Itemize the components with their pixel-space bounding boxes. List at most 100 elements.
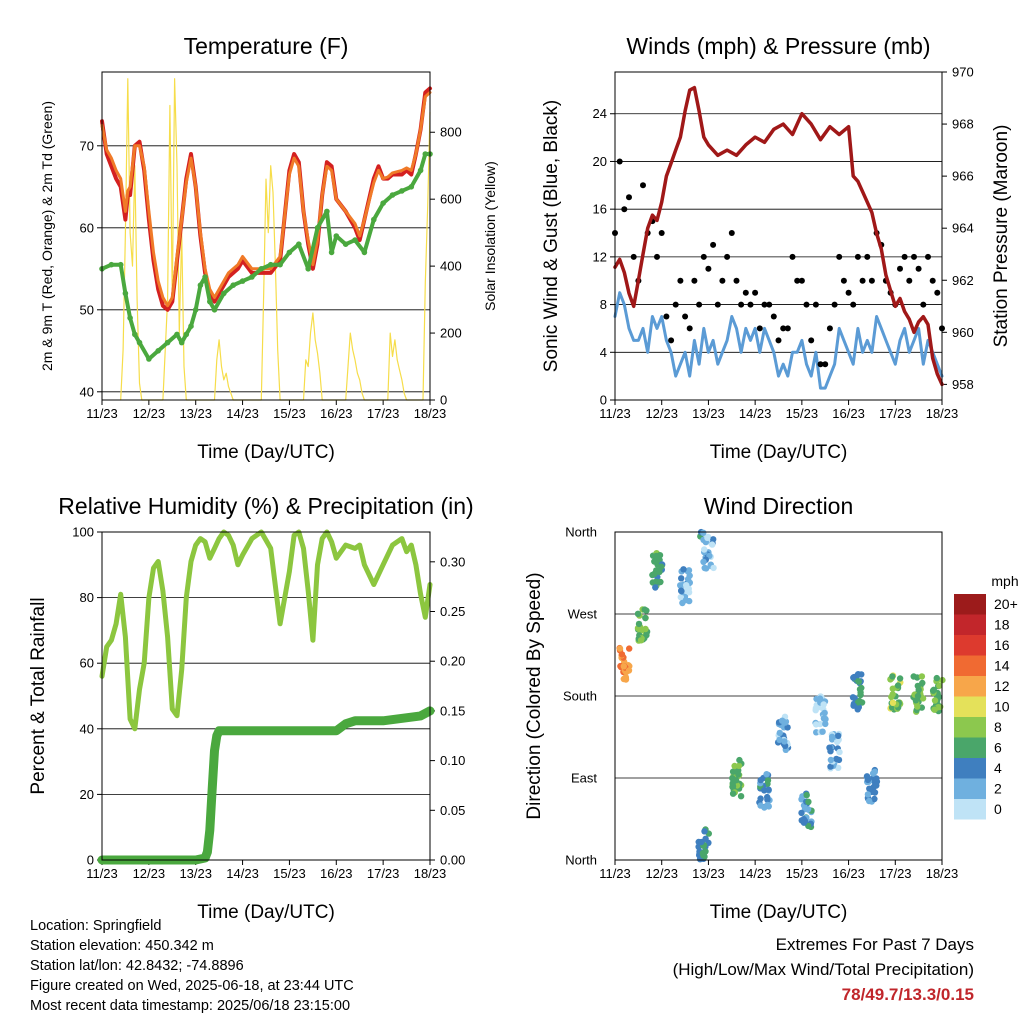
direction-point — [833, 755, 840, 763]
direction-point — [701, 546, 708, 553]
gust-point — [934, 289, 941, 296]
direction-point — [704, 534, 711, 541]
y-axis-label: Percent & Total Rainfall — [28, 597, 49, 794]
direction-point — [683, 582, 690, 589]
y-tick-label: 50 — [80, 302, 94, 317]
gust-point — [700, 253, 707, 260]
direction-point — [637, 627, 644, 634]
direction-label: West — [568, 607, 598, 622]
gust-point — [789, 253, 796, 260]
gust-point — [911, 253, 917, 260]
x-tick-label: 18/23 — [414, 866, 447, 881]
gust-point — [672, 301, 679, 308]
gust-point — [658, 230, 665, 236]
gust-point — [812, 301, 819, 308]
direction-point — [656, 568, 663, 576]
gust-point — [677, 277, 684, 284]
td-point — [207, 298, 213, 305]
chart-title: Relative Humidity (%) & Precipitation (i… — [58, 493, 473, 519]
temperature-panel: Temperature (F) 40 50 60 70 0 200 400 600 800 11/2… — [39, 33, 498, 463]
td-point — [211, 307, 218, 313]
direction-point — [657, 578, 664, 586]
gust-point — [840, 277, 847, 284]
direction-point — [873, 775, 880, 782]
direction-point — [822, 720, 829, 728]
direction-point — [816, 695, 824, 702]
td-point — [389, 192, 396, 198]
direction-point — [910, 673, 917, 680]
direction-point — [914, 703, 921, 710]
direction-point — [888, 693, 895, 701]
y-right-tick-label: 960 — [952, 325, 974, 340]
td-point — [117, 261, 124, 268]
direction-point — [649, 579, 656, 586]
legend-swatch — [954, 799, 986, 820]
legend-swatch — [954, 635, 986, 656]
humidity-precip-panel: Relative Humidity (%) & Precipitation (i… — [28, 493, 474, 923]
direction-point — [933, 674, 940, 682]
direction-point — [864, 791, 872, 798]
direction-point — [798, 809, 805, 817]
direction-point — [914, 692, 922, 700]
direction-point — [850, 702, 857, 709]
direction-point — [800, 819, 808, 826]
legend-label: 20+ — [994, 596, 1018, 612]
direction-point — [855, 678, 862, 685]
x-tick-label: 14/23 — [226, 866, 259, 881]
t9m-line — [100, 91, 432, 308]
y-right-tick-label: 400 — [440, 259, 462, 274]
direction-point — [736, 756, 743, 764]
direction-point — [763, 771, 770, 778]
gust-point — [714, 301, 721, 308]
extremes-values: 78/49.7/13.3/0.15 — [841, 985, 974, 1004]
td-point — [155, 348, 161, 354]
td-point — [174, 331, 180, 338]
direction-point — [866, 785, 873, 792]
direction-point — [827, 748, 834, 755]
direction-point — [873, 782, 880, 789]
td-point — [371, 216, 377, 223]
gust-point — [682, 313, 689, 320]
gust-point — [929, 277, 936, 284]
x-tick-label: 15/23 — [786, 406, 819, 421]
gust-point — [854, 253, 861, 260]
direction-point — [864, 776, 872, 784]
x-tick-label: 11/23 — [86, 406, 118, 421]
direction-point — [812, 704, 820, 712]
gust-point — [822, 361, 829, 368]
direction-point — [776, 729, 783, 737]
legend-swatch — [954, 594, 986, 615]
td-point — [342, 241, 349, 247]
td-point — [399, 188, 405, 194]
direction-point — [850, 674, 857, 681]
gust-point — [738, 301, 745, 308]
td-point — [258, 266, 265, 272]
gust-point — [925, 253, 931, 260]
direction-point — [737, 793, 745, 800]
direction-point — [821, 709, 828, 717]
td-point — [239, 278, 246, 284]
x-axis-label: Time (Day/UTC) — [710, 442, 848, 463]
gust-point — [728, 230, 735, 236]
gust-point — [696, 301, 703, 308]
legend-label: 4 — [994, 760, 1002, 776]
legend-label: 12 — [994, 678, 1010, 694]
x-tick-label: 14/23 — [226, 406, 259, 421]
direction-point — [894, 682, 902, 689]
direction-point — [709, 541, 716, 548]
td-point — [108, 261, 115, 268]
y-right-tick-label: 0.30 — [440, 554, 465, 569]
plot-frame — [614, 531, 943, 861]
extremes-title: Extremes For Past 7 Days — [775, 935, 974, 954]
direction-point — [779, 717, 786, 724]
x-tick-label: 17/23 — [367, 406, 400, 421]
precip-line — [97, 706, 435, 865]
direction-point — [701, 828, 708, 835]
td-point — [192, 307, 199, 313]
direction-point — [680, 566, 687, 573]
direction-point — [803, 791, 810, 799]
gust-point — [654, 253, 660, 260]
gust-point — [663, 313, 670, 320]
direction-point — [652, 584, 659, 591]
direction-point — [643, 607, 650, 614]
